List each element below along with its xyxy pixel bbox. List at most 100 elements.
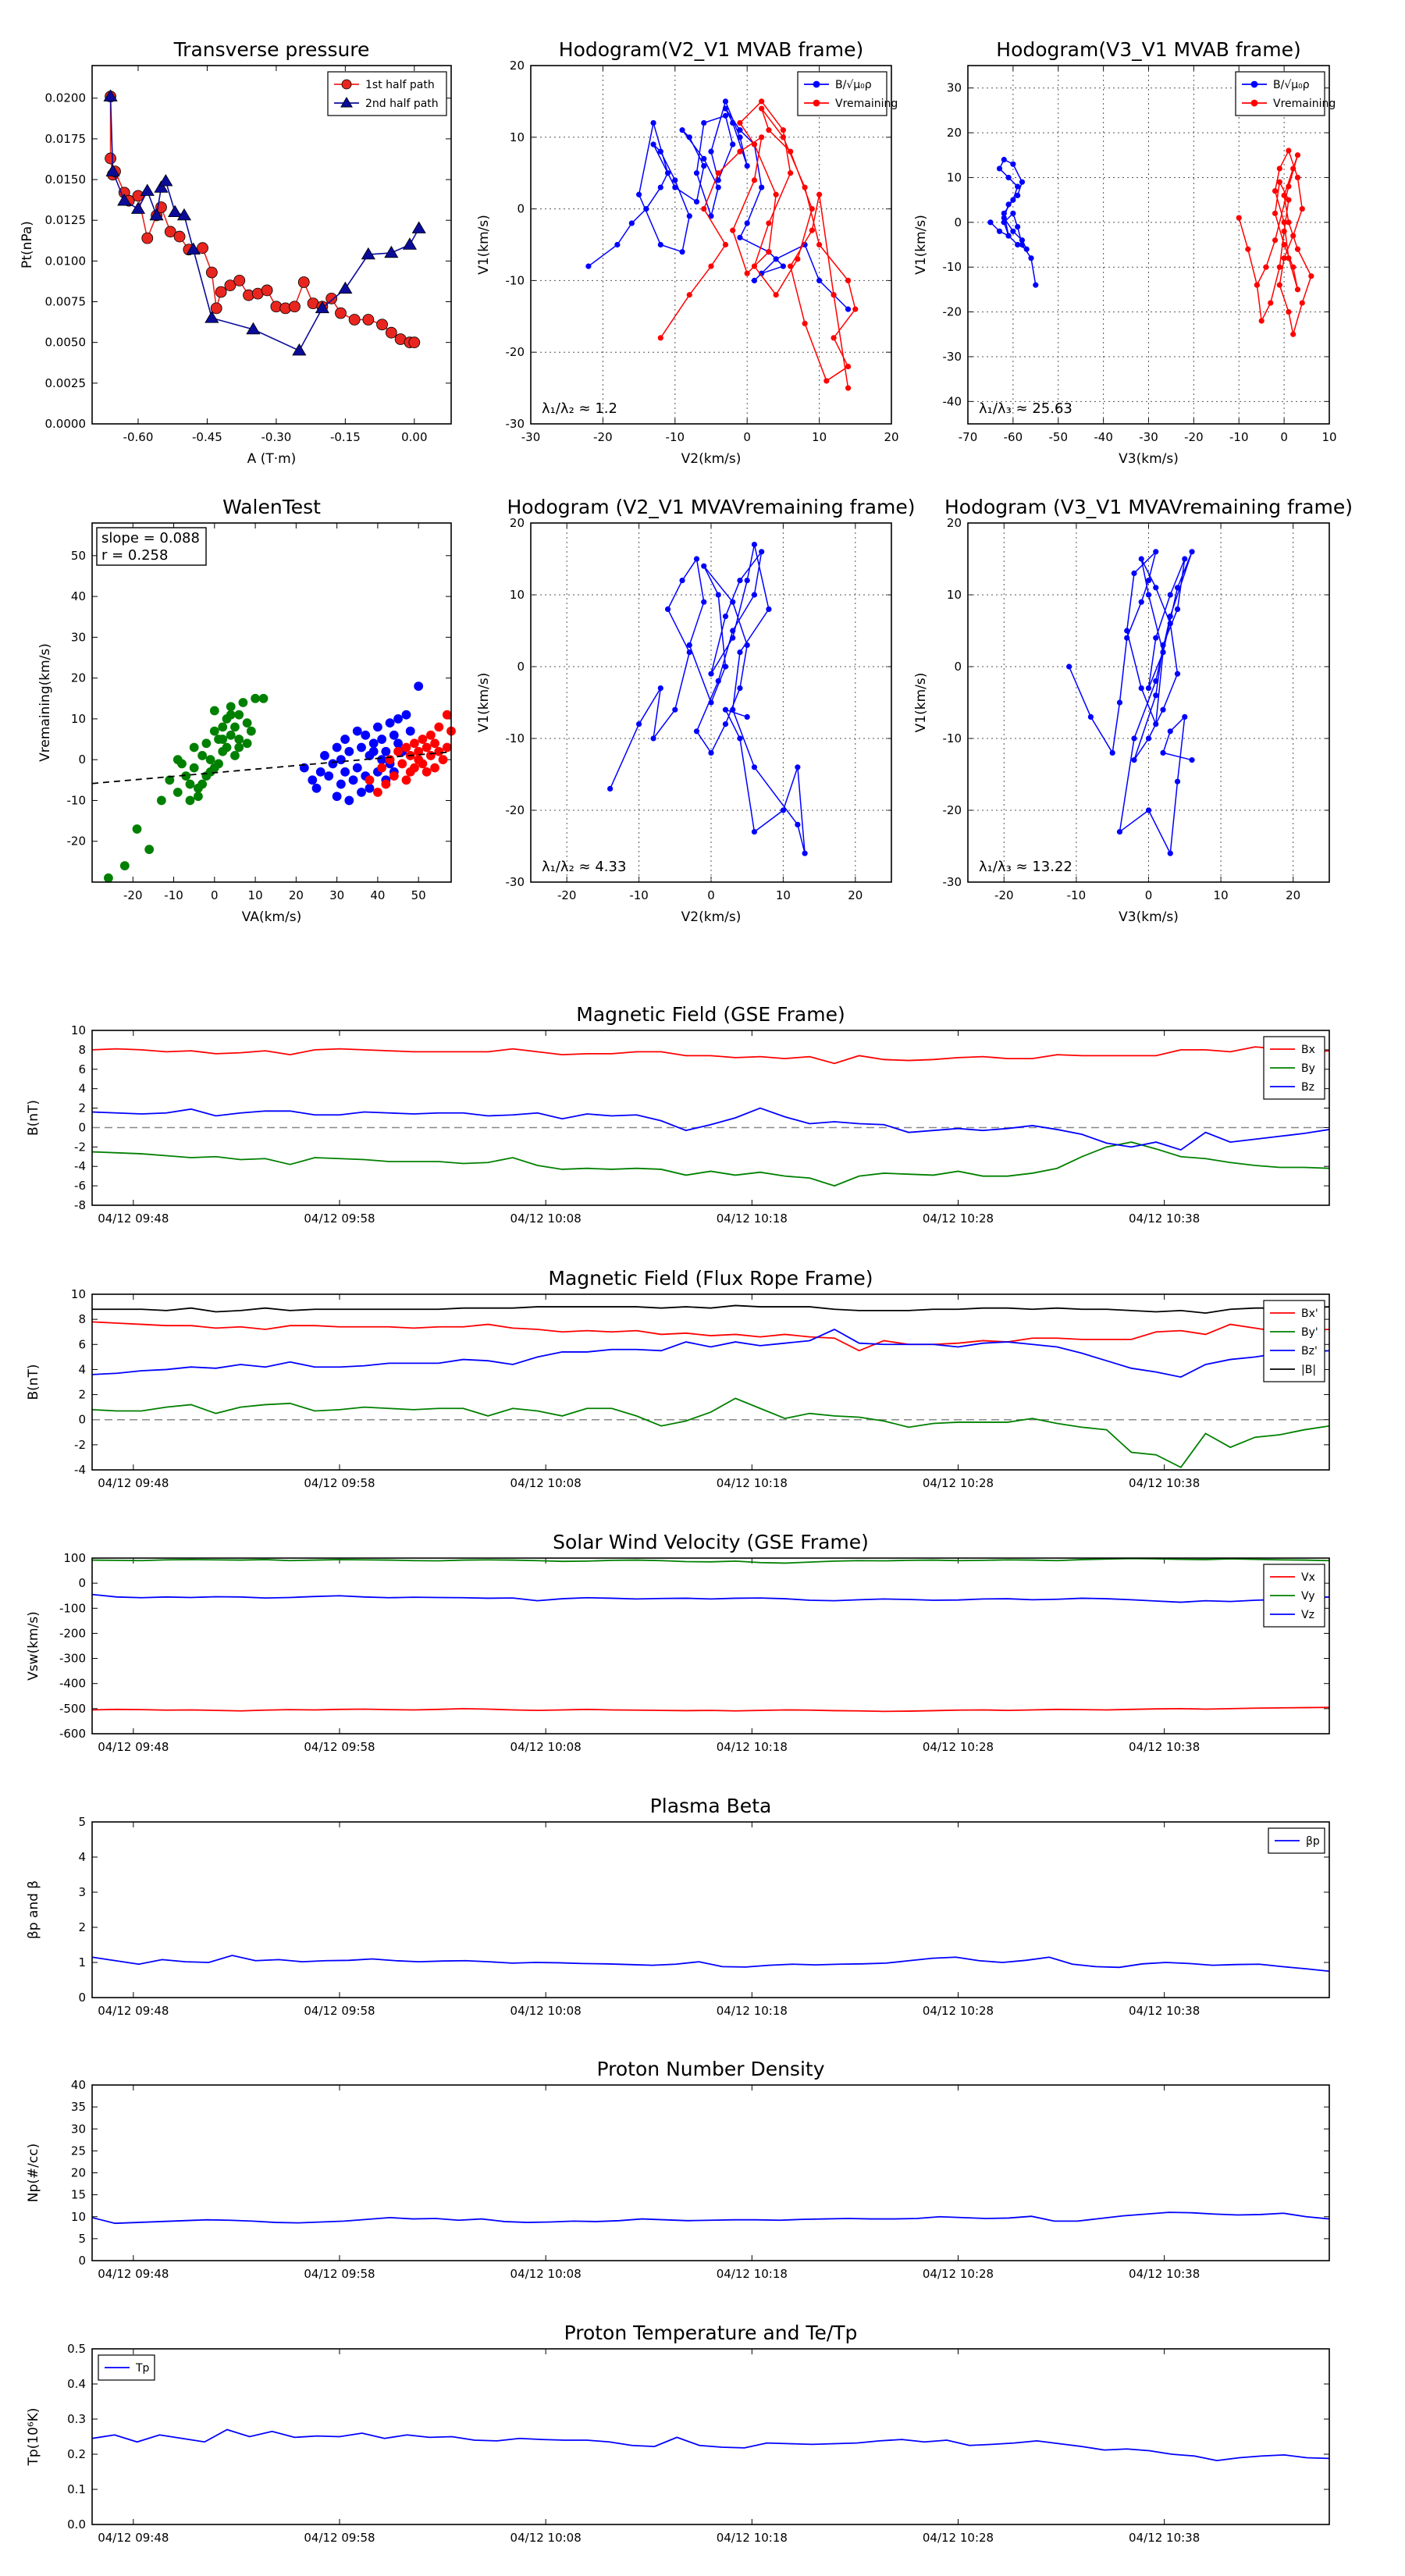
y-tick-label: -500 xyxy=(59,1702,86,1716)
scatter-point xyxy=(197,751,208,760)
triangle-marker xyxy=(205,311,219,323)
triangle-marker xyxy=(176,208,192,221)
point-marker xyxy=(686,292,692,298)
y-tick-label: 0 xyxy=(517,202,525,216)
transverse-pressure-title: Transverse pressure xyxy=(173,38,370,61)
time-tick-label: 04/12 09:58 xyxy=(304,1476,375,1490)
series-line xyxy=(609,544,806,854)
point-marker xyxy=(614,241,621,248)
mag_fr-axes: Magnetic Field (Flux Rope Frame) -4 -2 0 2 4 6… xyxy=(26,1267,1330,1490)
scatter-point xyxy=(401,710,411,720)
legend-label: |B| xyxy=(1301,1364,1316,1376)
time-tick-label: 04/12 10:38 xyxy=(1129,2267,1200,2281)
y-axis-label: B(nT) xyxy=(26,1100,41,1136)
series-line xyxy=(92,1304,1330,1315)
y-tick-label: 0.0050 xyxy=(45,336,87,350)
scatter-point xyxy=(357,742,366,753)
time-tick-label: 04/12 10:08 xyxy=(510,2267,582,2281)
y-tick-label: -30 xyxy=(943,875,962,889)
y-tick-label: 0 xyxy=(517,660,525,674)
point-marker xyxy=(657,685,663,692)
point-marker xyxy=(737,119,743,126)
y-tick-label: 8 xyxy=(78,1043,86,1057)
point-marker xyxy=(1272,210,1279,216)
point-marker xyxy=(780,127,787,133)
x-tick-label: 0 xyxy=(743,430,751,444)
y-tick-label: -20 xyxy=(67,834,87,849)
scatter-point xyxy=(401,775,411,785)
y-tick-label: 10 xyxy=(510,588,525,602)
plot-frame xyxy=(91,522,452,883)
scatter-point xyxy=(226,710,236,720)
circle-marker xyxy=(408,336,421,349)
triangle-marker xyxy=(186,242,201,255)
y-tick-label: 0 xyxy=(954,660,962,674)
y-tick-label: 30 xyxy=(947,81,962,95)
point-marker xyxy=(816,241,823,248)
scatter-point xyxy=(328,759,338,769)
legend-label: 2nd half path xyxy=(365,98,439,110)
x-axis-label: V2(km/s) xyxy=(681,909,742,925)
scatter-point xyxy=(373,788,382,797)
point-marker xyxy=(701,599,707,605)
hodogram_mvav_v2-axes: Hodogram (V2_V1 MVAVremaining frame) -30 -… xyxy=(476,496,916,925)
legend-marker xyxy=(1250,99,1258,107)
time-tick-label: 04/12 10:38 xyxy=(1129,1212,1200,1226)
point-marker xyxy=(1294,152,1301,158)
time-tick-label: 04/12 10:18 xyxy=(717,2004,788,2018)
triangle-marker xyxy=(130,201,146,214)
y-tick-label: -20 xyxy=(943,305,962,319)
scatter-point xyxy=(377,735,387,744)
scatter-point xyxy=(368,738,379,749)
scatter-point xyxy=(377,755,387,765)
point-marker xyxy=(751,541,758,548)
point-marker xyxy=(831,292,837,298)
circle-marker xyxy=(261,284,273,297)
time-tick-label: 04/12 09:48 xyxy=(98,1740,169,1754)
triangle-marker xyxy=(338,281,353,294)
scatter-point xyxy=(442,742,452,753)
scatter-point xyxy=(234,742,244,753)
point-marker xyxy=(650,141,656,148)
scatter-point xyxy=(226,730,236,740)
point-marker xyxy=(780,134,787,141)
point-marker xyxy=(1160,649,1166,656)
y-tick-label: 0.1 xyxy=(67,2482,86,2496)
point-marker xyxy=(1153,678,1159,685)
triangle-marker xyxy=(105,164,120,176)
point-marker xyxy=(730,119,736,126)
time-tick-label: 04/12 09:58 xyxy=(304,1740,375,1754)
point-marker xyxy=(1033,282,1039,288)
point-marker xyxy=(816,277,823,283)
scatter-point xyxy=(373,722,382,732)
point-marker xyxy=(1254,282,1261,288)
legend-label: Vx xyxy=(1301,1571,1315,1584)
point-marker xyxy=(795,764,801,770)
point-marker xyxy=(679,249,685,255)
y-tick-label: -300 xyxy=(59,1652,86,1666)
point-marker xyxy=(1153,692,1159,699)
point-marker xyxy=(737,577,743,584)
scatter-point xyxy=(410,763,419,773)
point-marker xyxy=(759,98,765,105)
time-tick-label: 04/12 10:28 xyxy=(923,2531,994,2545)
circle-marker xyxy=(105,152,116,165)
vsw-axes: Solar Wind Velocity (GSE Frame) -600 -500 -… xyxy=(26,1531,1330,1754)
point-marker xyxy=(679,577,685,584)
y-axis-label: Np(#/cc) xyxy=(26,2144,41,2202)
scatter-point xyxy=(393,714,403,724)
point-marker xyxy=(1015,192,1021,198)
x-tick-label: -30 xyxy=(521,430,541,444)
point-marker xyxy=(650,735,656,742)
y-tick-label: 10 xyxy=(71,1023,86,1037)
point-marker xyxy=(1019,241,1026,248)
plot-frame xyxy=(91,65,452,425)
point-marker xyxy=(802,184,808,190)
point-marker xyxy=(744,220,750,226)
y-tick-label: 0.0100 xyxy=(45,254,87,268)
point-marker xyxy=(1005,174,1012,181)
y-tick-label: 0.0 xyxy=(67,2517,86,2532)
plot-frame xyxy=(91,1821,1330,1998)
legend-marker xyxy=(813,80,820,88)
y-tick-label: -20 xyxy=(506,345,525,359)
